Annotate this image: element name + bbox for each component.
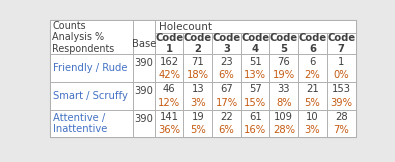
Bar (327, 33, 356, 54)
Text: 36%: 36% (158, 125, 180, 135)
Text: Code
6: Code 6 (299, 33, 327, 54)
Text: 22: 22 (220, 112, 233, 122)
Bar (298, 110, 327, 137)
Text: 1: 1 (338, 57, 344, 67)
Text: 67: 67 (220, 84, 233, 94)
Text: 19%: 19% (273, 70, 295, 80)
Text: 390: 390 (134, 86, 153, 96)
Text: 2%: 2% (305, 70, 320, 80)
Bar (183, 110, 212, 137)
Text: 71: 71 (192, 57, 204, 67)
Text: 8%: 8% (276, 98, 292, 108)
Text: Code
3: Code 3 (213, 33, 241, 54)
Text: Base: Base (132, 39, 156, 49)
Bar (50, 20, 133, 54)
Bar (269, 82, 298, 110)
Bar (183, 33, 212, 54)
Bar (155, 110, 183, 137)
Bar (155, 82, 183, 110)
Bar (183, 54, 212, 82)
Text: Code
1: Code 1 (155, 33, 183, 54)
Text: 141: 141 (160, 112, 179, 122)
Text: 28: 28 (335, 112, 348, 122)
Bar (133, 54, 155, 82)
Bar (50, 54, 133, 82)
Bar (133, 82, 155, 110)
Text: 3%: 3% (305, 125, 320, 135)
Text: Holecount: Holecount (160, 22, 213, 32)
Text: 42%: 42% (158, 70, 180, 80)
Text: 6: 6 (309, 57, 316, 67)
Text: Code
7: Code 7 (327, 33, 355, 54)
Text: 7%: 7% (333, 125, 349, 135)
Text: 13: 13 (192, 84, 204, 94)
Text: 5%: 5% (305, 98, 320, 108)
Text: 0%: 0% (333, 70, 349, 80)
Text: Smart / Scruffy: Smart / Scruffy (53, 91, 128, 101)
Bar (327, 54, 356, 82)
Text: 21: 21 (306, 84, 319, 94)
Bar (298, 54, 327, 82)
Bar (133, 110, 155, 137)
Text: Code
2: Code 2 (184, 33, 212, 54)
Text: 76: 76 (277, 57, 290, 67)
Bar (327, 110, 356, 137)
Text: 109: 109 (274, 112, 293, 122)
Bar (241, 54, 269, 82)
Bar (212, 110, 241, 137)
Text: Code
5: Code 5 (270, 33, 298, 54)
Text: 390: 390 (134, 58, 153, 68)
Text: Attentive /
Inattentive: Attentive / Inattentive (53, 113, 107, 134)
Text: 61: 61 (249, 112, 261, 122)
Bar (298, 82, 327, 110)
Text: 153: 153 (332, 84, 351, 94)
Text: Counts
Analysis %
Respondents: Counts Analysis % Respondents (53, 21, 115, 54)
Text: 13%: 13% (244, 70, 266, 80)
Text: 16%: 16% (244, 125, 266, 135)
Bar (155, 54, 183, 82)
Text: 19: 19 (192, 112, 204, 122)
Text: 12%: 12% (158, 98, 180, 108)
Bar (269, 110, 298, 137)
Text: 6%: 6% (218, 70, 234, 80)
Text: 23: 23 (220, 57, 233, 67)
Text: 3%: 3% (190, 98, 206, 108)
Text: 51: 51 (249, 57, 261, 67)
Bar (133, 20, 155, 54)
Text: 390: 390 (134, 114, 153, 124)
Bar (212, 54, 241, 82)
Text: Friendly / Rude: Friendly / Rude (53, 63, 128, 73)
Text: 18%: 18% (187, 70, 209, 80)
Text: 57: 57 (249, 84, 261, 94)
Bar (269, 33, 298, 54)
Bar (298, 33, 327, 54)
Bar (50, 82, 133, 110)
Bar (155, 33, 183, 54)
Text: 15%: 15% (244, 98, 266, 108)
Bar (212, 82, 241, 110)
Text: 6%: 6% (218, 125, 234, 135)
Bar (50, 110, 133, 137)
Text: 162: 162 (160, 57, 179, 67)
Bar (155, 20, 356, 33)
Bar (241, 110, 269, 137)
Text: 5%: 5% (190, 125, 206, 135)
Text: 17%: 17% (215, 98, 237, 108)
Bar (183, 82, 212, 110)
Text: 28%: 28% (273, 125, 295, 135)
Bar (241, 82, 269, 110)
Text: 39%: 39% (330, 98, 352, 108)
Text: 33: 33 (278, 84, 290, 94)
Bar (269, 54, 298, 82)
Text: Code
4: Code 4 (241, 33, 269, 54)
Text: 10: 10 (306, 112, 319, 122)
Bar (327, 82, 356, 110)
Bar (212, 33, 241, 54)
Text: 46: 46 (163, 84, 175, 94)
Bar (241, 33, 269, 54)
